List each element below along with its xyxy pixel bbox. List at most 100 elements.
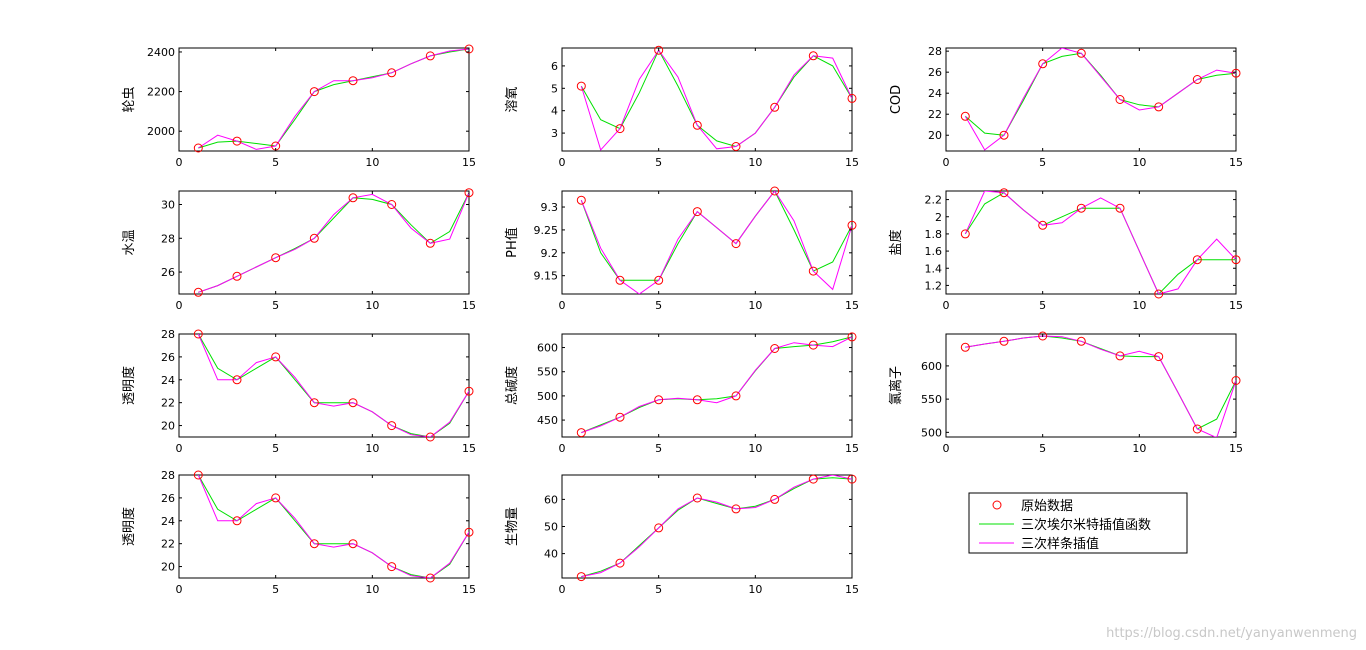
- y-tick-label: 1.6: [925, 245, 943, 258]
- data-point-orig: [1115, 351, 1125, 361]
- y-tick-label: 9.25: [534, 224, 559, 237]
- data-point-orig: [692, 207, 702, 217]
- y-tick-label: 600: [537, 342, 558, 355]
- x-tick-label: 15: [845, 442, 859, 455]
- data-point-orig: [770, 494, 780, 504]
- x-tick-label: 15: [1229, 299, 1243, 312]
- x-tick-label: 15: [845, 583, 859, 596]
- y-tick-label: 26: [161, 351, 175, 364]
- y-axis-label: PH值: [504, 227, 520, 258]
- legend-label-orig: 原始数据: [1021, 499, 1073, 514]
- x-tick-label: 5: [272, 583, 279, 596]
- data-point-orig: [615, 558, 625, 568]
- data-point-orig: [960, 342, 970, 352]
- data-point-orig: [348, 539, 358, 549]
- x-tick-label: 0: [559, 442, 566, 455]
- subplot-4: 0 5 10 15 26 28 30 水温: [122, 188, 476, 312]
- subplot-5: 0 5 10 15 9.15 9.2 9.25 9.3 PH值: [504, 186, 859, 312]
- data-point-orig: [271, 352, 281, 362]
- series-spline: [964, 48, 1236, 151]
- y-axis-label: 溶氧: [505, 86, 520, 112]
- series-hermite: [580, 49, 852, 148]
- y-tick-label: 24: [928, 87, 942, 100]
- data-point-orig: [1231, 255, 1241, 265]
- data-point-orig: [1154, 352, 1164, 362]
- y-tick-label: 3: [551, 127, 558, 140]
- data-point-orig: [731, 391, 741, 401]
- data-point-orig: [847, 93, 857, 103]
- data-point-orig: [464, 44, 474, 54]
- data-point-orig: [309, 398, 319, 408]
- data-point-orig: [309, 233, 319, 243]
- data-point-orig: [1231, 68, 1241, 78]
- plot-area: [964, 191, 1236, 294]
- data-point-orig: [1154, 289, 1164, 299]
- axes-box: [945, 47, 1237, 152]
- data-point-orig: [348, 193, 358, 203]
- data-point-orig: [654, 45, 664, 55]
- y-tick-label: 500: [921, 426, 942, 439]
- data-point-orig: [731, 142, 741, 151]
- data-point-orig: [232, 271, 242, 281]
- data-point-orig: [387, 200, 397, 209]
- data-point-orig: [654, 523, 664, 533]
- data-point-orig: [847, 220, 857, 230]
- data-point-orig: [1038, 331, 1048, 341]
- data-point-orig: [576, 428, 586, 438]
- y-tick-label: 60: [544, 493, 558, 506]
- data-point-orig: [770, 186, 780, 196]
- data-point-orig: [615, 275, 625, 285]
- x-tick-label: 5: [1039, 442, 1046, 455]
- y-axis-label: COD: [889, 85, 904, 114]
- axes-box: [561, 47, 853, 152]
- y-tick-label: 20: [161, 561, 175, 574]
- plot-area: [581, 475, 852, 578]
- x-tick-label: 5: [655, 442, 662, 455]
- data-point-orig: [731, 239, 741, 249]
- y-tick-label: 4: [551, 105, 558, 118]
- axes-box: [561, 333, 853, 438]
- data-point-orig: [425, 238, 435, 248]
- data-point-orig: [348, 398, 358, 408]
- data-point-orig: [464, 386, 474, 396]
- y-axis-label: 总碱度: [504, 366, 520, 405]
- x-tick-label: 15: [462, 442, 476, 455]
- data-point-orig: [808, 266, 818, 276]
- y-tick-label: 600: [921, 360, 942, 373]
- axes-box: [561, 190, 853, 295]
- plot-area: [198, 192, 469, 293]
- subplot-1: 0 5 10 15 2000 2200 2400 轮虫: [122, 44, 476, 169]
- x-tick-label: 15: [462, 583, 476, 596]
- data-point-orig: [808, 340, 818, 350]
- x-tick-label: 0: [559, 583, 566, 596]
- data-point-orig: [692, 395, 702, 405]
- subplot-6: 0 5 10 15 1.2 1.4 1.6 1.8 2 2.2 盐度: [888, 188, 1243, 312]
- data-point-orig: [847, 332, 857, 342]
- series-spline: [197, 334, 469, 437]
- y-tick-label: 1.8: [925, 228, 943, 241]
- axes-box: [178, 333, 470, 438]
- y-axis-label: 氯离子: [888, 366, 904, 405]
- y-tick-label: 30: [161, 199, 175, 212]
- x-tick-label: 0: [943, 442, 950, 455]
- y-tick-label: 2400: [147, 46, 175, 59]
- y-axis-label: 生物量: [505, 507, 520, 546]
- axes-box: [178, 190, 470, 295]
- data-point-orig: [999, 130, 1009, 140]
- y-tick-label: 22: [161, 397, 175, 410]
- y-tick-label: 20: [161, 420, 175, 433]
- x-tick-label: 10: [748, 299, 762, 312]
- data-point-orig: [1231, 376, 1241, 385]
- plot-area: [197, 475, 469, 578]
- x-tick-label: 5: [272, 442, 279, 455]
- y-tick-label: 500: [537, 390, 558, 403]
- data-point-orig: [1115, 203, 1125, 213]
- data-point-orig: [731, 504, 741, 514]
- data-point-orig: [576, 81, 586, 91]
- data-point-orig: [1154, 102, 1164, 112]
- data-point-orig: [808, 51, 818, 61]
- x-tick-label: 15: [845, 299, 859, 312]
- x-tick-label: 10: [365, 442, 379, 455]
